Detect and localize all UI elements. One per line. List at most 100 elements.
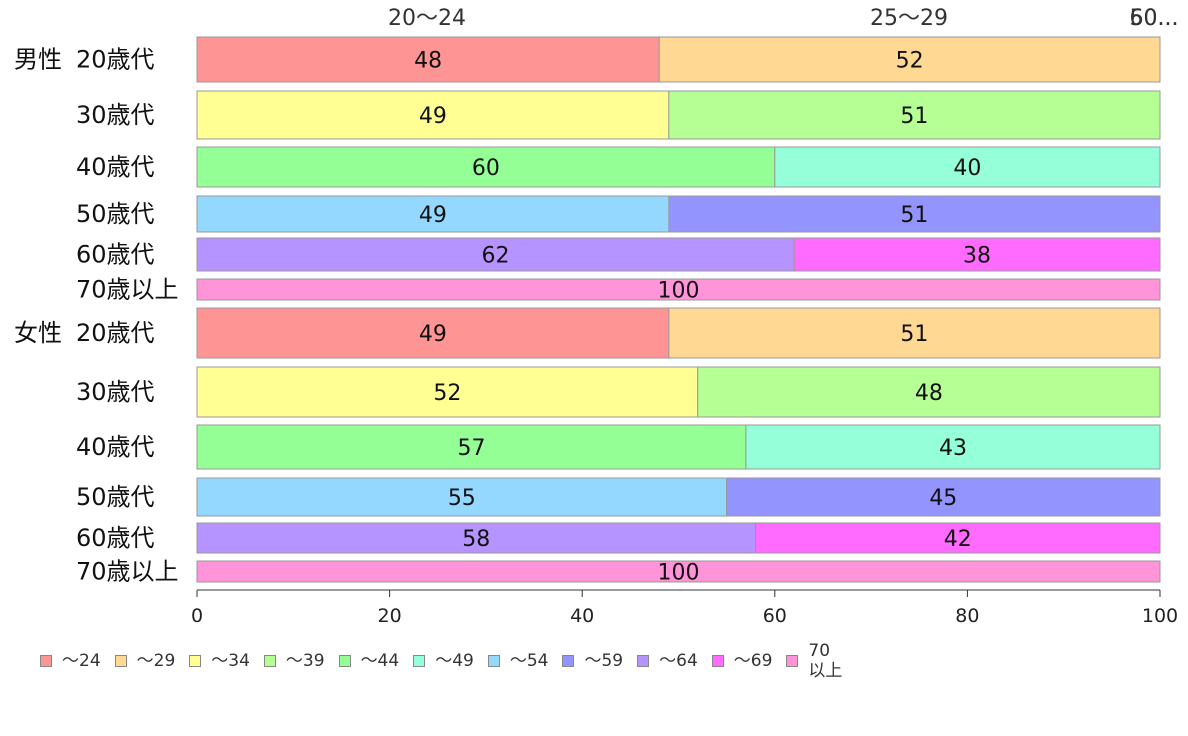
legend-label: 〜39 <box>285 651 325 671</box>
x-tick-label: 60 <box>763 605 787 627</box>
data-label: 49 <box>419 322 447 347</box>
bar-segment <box>668 90 1161 140</box>
data-label: 100 <box>658 561 700 586</box>
data-label: 100 <box>658 279 700 304</box>
legend-swatch <box>40 655 52 667</box>
legend-item: 〜49 <box>413 641 474 671</box>
x-tick-label: 80 <box>955 605 979 627</box>
data-label: 48 <box>414 49 442 74</box>
legend-item: 〜34 <box>189 641 250 671</box>
x-tick-label: 0 <box>191 605 203 627</box>
legend-label: 〜24 <box>62 651 101 671</box>
legend-item: 70 以上 <box>786 641 842 681</box>
category-label: 50歳代 <box>76 200 155 228</box>
top-label: 20〜24 <box>388 6 466 31</box>
data-label: 52 <box>896 49 924 74</box>
data-label: 60 <box>472 156 500 181</box>
legend-item: 〜54 <box>487 641 549 671</box>
bar-segment <box>755 522 1161 554</box>
legend-label: 70 以上 <box>808 641 843 681</box>
legend-swatch <box>637 655 650 667</box>
x-tick-label: 20 <box>378 605 402 627</box>
legend-item: 〜64 <box>637 641 698 671</box>
category-label: 20歳代 <box>76 46 155 74</box>
category-label: 20歳代 <box>76 319 155 347</box>
group-label: 男性 <box>14 46 62 74</box>
legend-swatch <box>189 655 202 667</box>
legend-label: 〜34 <box>211 651 250 671</box>
top-label: 60... <box>1130 6 1179 31</box>
data-label: 52 <box>433 381 461 406</box>
legend-swatch <box>562 655 575 667</box>
bar-segment <box>726 477 1161 517</box>
bar-segment <box>196 195 670 233</box>
category-label: 40歳代 <box>76 153 155 181</box>
data-label: 48 <box>915 381 943 406</box>
legend-swatch <box>786 655 799 667</box>
group-label: 女性 <box>14 319 62 347</box>
data-label: 42 <box>944 527 972 552</box>
bar-segment <box>196 36 660 83</box>
legend-swatch <box>263 655 276 667</box>
data-label: 51 <box>900 104 928 129</box>
category-label: 40歳代 <box>76 433 155 461</box>
legend-swatch <box>487 655 500 667</box>
x-tick-label: 40 <box>570 605 594 627</box>
bar-segment <box>745 424 1161 470</box>
legend-label: 〜49 <box>435 651 474 671</box>
category-label: 30歳代 <box>76 101 155 129</box>
category-label: 70歳以上 <box>76 558 179 586</box>
legend-label: 〜29 <box>136 651 176 671</box>
legend-swatch <box>338 655 351 667</box>
category-label: 30歳代 <box>76 378 155 406</box>
legend-label: 〜44 <box>360 651 400 671</box>
bar-segment <box>697 366 1161 418</box>
top-label: 50... <box>1130 6 1179 31</box>
data-label: 49 <box>419 203 447 228</box>
top-label: 25〜29 <box>870 6 948 31</box>
legend-swatch <box>114 655 127 667</box>
category-label: 70歳以上 <box>76 276 179 304</box>
legend-item: 〜39 <box>263 641 325 671</box>
data-label: 45 <box>929 486 957 511</box>
bar-segment <box>196 560 1161 583</box>
legend-item: 〜44 <box>338 641 400 671</box>
legend-label: 〜64 <box>659 651 698 671</box>
legend-swatch <box>711 655 724 667</box>
legend-swatch <box>413 655 426 667</box>
bar-segment <box>668 195 1161 233</box>
data-label: 55 <box>448 486 476 511</box>
x-tick-label: 100 <box>1142 605 1178 627</box>
bar-segment <box>196 366 699 418</box>
data-label: 51 <box>900 322 928 347</box>
chart-legend: 〜24 〜29 〜34 〜39 〜44 〜49 〜54 〜59 〜64 〜69 70 以上 <box>40 641 856 681</box>
legend-label: 〜54 <box>509 651 549 671</box>
bar-segment <box>196 90 670 140</box>
legend-item: 〜69 <box>711 641 773 671</box>
bar-segment <box>196 278 1161 301</box>
legend-label: 〜69 <box>733 651 773 671</box>
data-label: 49 <box>419 104 447 129</box>
legend-item: 〜59 <box>562 641 623 671</box>
data-label: 57 <box>457 436 485 461</box>
category-label: 60歳代 <box>76 241 155 269</box>
data-label: 38 <box>963 244 991 269</box>
bar-segment <box>196 146 776 188</box>
legend-item: 〜24 <box>40 641 101 671</box>
bar-segment <box>774 146 1161 188</box>
data-label: 58 <box>462 527 490 552</box>
data-label: 43 <box>939 436 967 461</box>
category-label: 50歳代 <box>76 483 155 511</box>
bar-segment <box>658 36 1161 83</box>
legend-label: 〜59 <box>584 651 624 671</box>
data-label: 62 <box>482 244 510 269</box>
bar-segment <box>793 237 1161 272</box>
category-label: 60歳代 <box>76 524 155 552</box>
bar-segment <box>196 237 795 272</box>
bar-segment <box>668 307 1161 359</box>
data-label: 51 <box>900 203 928 228</box>
bar-segment <box>196 477 728 517</box>
bar-segment <box>196 307 670 359</box>
data-label: 40 <box>953 156 981 181</box>
